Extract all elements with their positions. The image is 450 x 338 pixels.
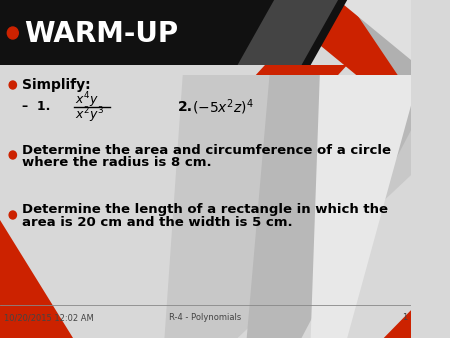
Text: Determine the length of a rectangle in which the: Determine the length of a rectangle in w… (22, 203, 388, 217)
Polygon shape (265, 0, 411, 120)
Polygon shape (338, 0, 411, 60)
Polygon shape (384, 310, 411, 338)
Circle shape (7, 27, 18, 39)
Polygon shape (0, 220, 73, 338)
Circle shape (9, 81, 17, 89)
Circle shape (9, 211, 17, 219)
Polygon shape (256, 65, 347, 75)
Polygon shape (310, 75, 411, 338)
Text: $x^4y$: $x^4y$ (75, 90, 99, 110)
Polygon shape (247, 75, 411, 338)
Polygon shape (164, 75, 411, 338)
Text: WARM-UP: WARM-UP (24, 20, 178, 48)
Text: Simplify:: Simplify: (22, 78, 90, 92)
Text: Determine the area and circumference of a circle: Determine the area and circumference of … (22, 144, 391, 156)
Text: area is 20 cm and the width is 5 cm.: area is 20 cm and the width is 5 cm. (22, 217, 292, 230)
Text: $(-5x^2z)^4$: $(-5x^2z)^4$ (192, 97, 254, 117)
Text: R-4 - Polynomials: R-4 - Polynomials (170, 314, 242, 322)
Text: –  1.: – 1. (22, 100, 50, 114)
Polygon shape (310, 0, 411, 95)
Polygon shape (164, 80, 411, 338)
Polygon shape (0, 0, 347, 65)
Circle shape (9, 151, 17, 159)
Text: 10/20/2015 12:02 AM: 10/20/2015 12:02 AM (4, 314, 94, 322)
Text: $x^2y^3$: $x^2y^3$ (75, 105, 104, 125)
Text: 1: 1 (402, 314, 408, 322)
Text: 2.: 2. (178, 100, 193, 114)
Polygon shape (238, 0, 338, 65)
Text: where the radius is 8 cm.: where the radius is 8 cm. (22, 156, 212, 169)
